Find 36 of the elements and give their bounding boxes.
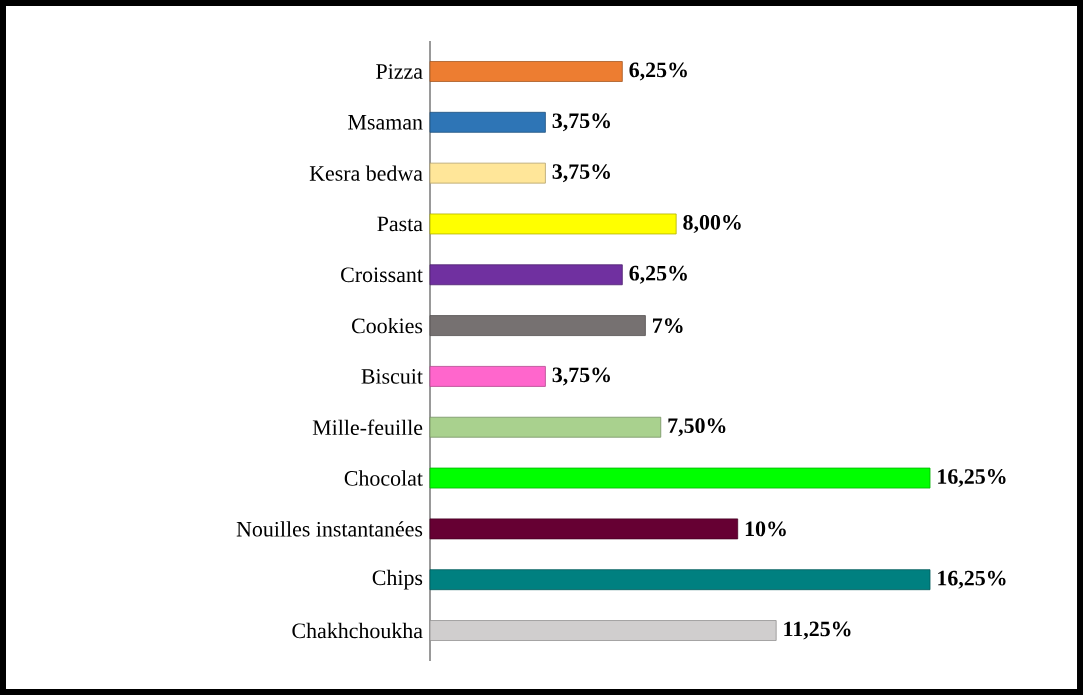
data-label: 7,50% [668, 418, 726, 437]
y-tick-label: Chakhchoukha [292, 622, 423, 639]
y-tick-label: Chips [372, 569, 423, 590]
y-tick-label: Biscuit [361, 369, 423, 384]
bar [429, 518, 739, 540]
data-label: 16,25% [938, 570, 1006, 589]
data-label: 11,25% [784, 621, 851, 640]
bar [429, 620, 777, 641]
y-tick-label: Croissant [341, 267, 423, 283]
data-label: 3,75% [552, 164, 610, 183]
data-label: 8,00% [683, 214, 741, 233]
data-label: 3,75% [552, 113, 610, 132]
y-tick-label: Nouilles instantanées [236, 521, 423, 537]
bar [429, 213, 677, 235]
data-label: 16,25% [938, 469, 1006, 488]
bar [429, 61, 623, 82]
y-tick-label: Kesra bedwa [309, 165, 423, 181]
y-tick-label: Pizza [376, 64, 423, 79]
y-tick-label: Pasta [377, 216, 423, 232]
y-tick-label: Cookies [352, 317, 423, 334]
data-label: 3,75% [552, 367, 610, 386]
data-label: 10% [745, 521, 786, 537]
y-tick-label: Mille-feuille [312, 419, 423, 436]
bar [429, 416, 662, 438]
bar [429, 569, 931, 591]
y-tick-label: Msaman [348, 115, 423, 130]
data-label: 6,25% [629, 265, 687, 284]
bar [429, 162, 546, 184]
data-label: 7% [653, 318, 683, 334]
bar [429, 467, 931, 489]
bar [429, 111, 546, 133]
bar [429, 315, 646, 336]
bar [429, 366, 546, 387]
bar [429, 264, 623, 286]
data-label: 6,25% [629, 62, 687, 81]
y-tick-label: Chocolat [344, 470, 423, 486]
